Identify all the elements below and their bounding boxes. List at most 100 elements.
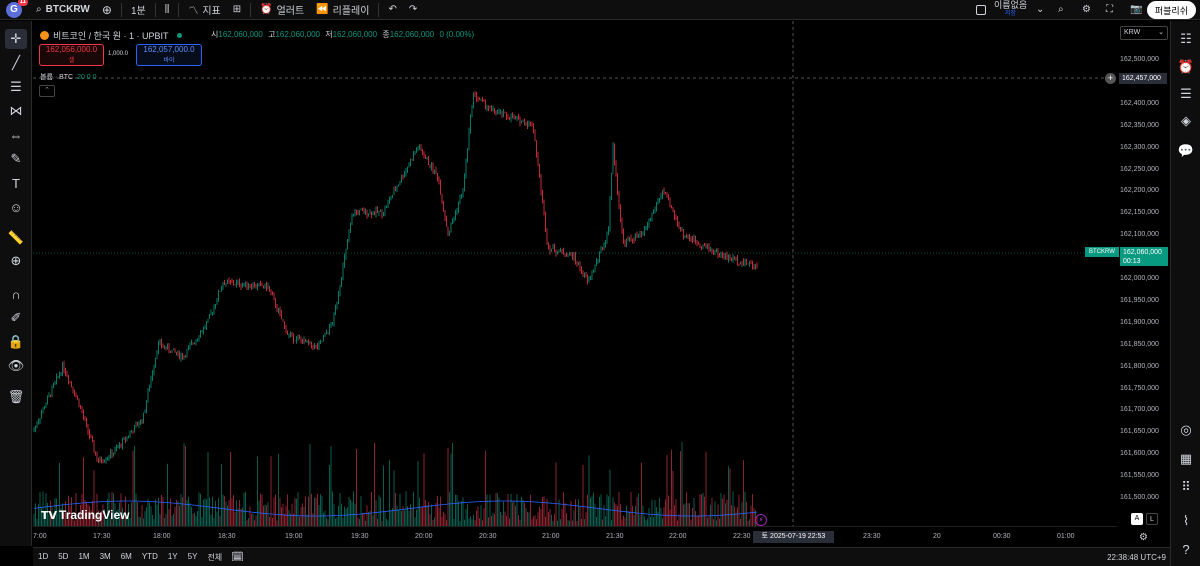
settings-gear-icon[interactable]: ⚙: [1139, 532, 1148, 543]
volume-bar: [612, 497, 614, 526]
crosshair-icon[interactable]: ✛: [5, 29, 27, 49]
emoji-icon[interactable]: ☺: [9, 199, 23, 215]
volume-bar: [497, 493, 498, 526]
volume-bar: [396, 505, 398, 526]
volume-bar: [59, 462, 60, 526]
volume-bar: [579, 506, 581, 526]
collapse-legend-button[interactable]: ⌃: [39, 85, 55, 97]
target-icon[interactable]: ◎: [1180, 422, 1192, 437]
volume-bar: [401, 511, 402, 526]
range-button[interactable]: 1D: [38, 551, 49, 561]
settings-button[interactable]: ⚙: [1076, 0, 1097, 20]
fib-retracement-icon[interactable]: ☰: [10, 79, 22, 94]
layouts-button[interactable]: ⊞: [227, 0, 247, 20]
log-scale-button[interactable]: L: [1146, 513, 1158, 525]
currency-select[interactable]: KRW ⌄: [1120, 26, 1168, 40]
range-button[interactable]: 1Y: [167, 551, 178, 561]
volume-bar: [393, 470, 395, 526]
fullscreen-button[interactable]: ⛶: [1100, 0, 1119, 20]
magnet-icon[interactable]: ∩: [11, 286, 21, 302]
redo-button[interactable]: ↷: [403, 0, 423, 20]
price-tick-label: 161,500,000: [1120, 494, 1159, 501]
price-scale[interactable]: 162,500,000162,450,000162,400,000162,350…: [1117, 21, 1170, 526]
lightning-icon[interactable]: ⚡: [755, 514, 767, 526]
chart-pane[interactable]: [33, 21, 1170, 546]
trend-line-icon[interactable]: ╱: [12, 55, 20, 70]
volume-bar: [482, 520, 483, 526]
range-button[interactable]: 6M: [120, 551, 132, 561]
help-icon[interactable]: ?: [1182, 541, 1190, 557]
volume-bar: [525, 507, 527, 526]
interval-button[interactable]: 1분: [130, 6, 146, 17]
text-icon[interactable]: T: [12, 175, 20, 191]
volume-bar: [132, 450, 134, 526]
stay-in-drawing-icon[interactable]: ✐: [10, 310, 22, 325]
price-tick-label: 161,850,000: [1120, 340, 1159, 348]
range-button[interactable]: 5D: [58, 551, 69, 561]
volume-bar: [266, 505, 267, 526]
trash-icon[interactable]: 🗑: [7, 389, 25, 404]
ruler-icon[interactable]: 📏: [7, 230, 25, 245]
alarm-clock-icon[interactable]: ⏰: [1177, 59, 1195, 74]
chart-type-button[interactable]: ⫼: [159, 0, 176, 20]
broadcast-icon[interactable]: ⌇: [1182, 513, 1190, 528]
volume-legend[interactable]: 볼륨 · BTC 20 0 0: [40, 72, 97, 82]
volume-bar: [620, 504, 621, 526]
calendar-icon[interactable]: ▦: [1179, 451, 1193, 466]
alert-button[interactable]: ⏰ 얼러트: [260, 4, 305, 17]
publish-button[interactable]: 퍼블리쉬: [1146, 1, 1196, 19]
zoom-in-icon[interactable]: ⊕: [10, 253, 22, 268]
volume-bar: [354, 503, 356, 526]
range-button[interactable]: 1M: [78, 551, 90, 561]
range-button[interactable]: 전체: [207, 552, 223, 562]
range-button[interactable]: 3M: [99, 551, 111, 561]
volume-bar: [296, 498, 297, 526]
layers-icon[interactable]: ◈: [1181, 113, 1191, 128]
pattern-icon[interactable]: ⋈: [9, 103, 23, 118]
volume-bar: [234, 512, 236, 526]
buy-button[interactable]: 162,057,000.0 바이: [136, 44, 202, 66]
volume-bar: [534, 515, 536, 526]
range-button[interactable]: YTD: [141, 551, 158, 561]
brush-icon[interactable]: ✎: [10, 151, 22, 166]
tradingview-watermark[interactable]: 𝗧𝗩 TradingView: [41, 508, 130, 522]
price-chart[interactable]: [33, 21, 1170, 546]
volume-bar: [164, 518, 165, 526]
clock-display[interactable]: 22:38:48 UTC+9: [1107, 552, 1166, 562]
volume-bar: [180, 494, 182, 526]
volume-bar: [623, 515, 624, 526]
prediction-icon[interactable]: ⇔: [9, 127, 23, 143]
date-range-button[interactable]: 🗓: [231, 552, 244, 563]
volume-bar: [116, 510, 117, 526]
time-scale[interactable]: 7:00 17:30 18:00 18:30 19:00 19:30 20:00 20:30 2…: [33, 526, 1117, 546]
symbol-search-button[interactable]: ⌕ BTCKRW: [36, 4, 90, 15]
undo-button[interactable]: ↶: [382, 0, 402, 20]
apps-icon[interactable]: ⠿: [1181, 479, 1191, 494]
chat-icon[interactable]: 💬: [1177, 143, 1195, 158]
replay-button[interactable]: ⏪ 리플레이: [316, 4, 370, 17]
layout-name-button[interactable]: 이름없음 저장: [994, 1, 1027, 19]
add-alert-plus-icon[interactable]: +: [1105, 73, 1116, 84]
volume-bar: [713, 519, 714, 526]
volume-bar: [254, 520, 255, 526]
volume-bar: [383, 465, 384, 526]
range-button[interactable]: 5Y: [187, 551, 198, 561]
auto-scale-button[interactable]: A: [1131, 513, 1143, 525]
symbol-legend[interactable]: 비트코인 / 한국 원 · 1 · UPBIT: [40, 29, 183, 42]
volume-bar: [402, 505, 404, 526]
user-avatar[interactable]: G 11: [6, 0, 28, 18]
eye-icon[interactable]: 👁: [7, 358, 25, 373]
sell-button[interactable]: 162,056,000.0 셀: [39, 44, 104, 66]
layout-menu-chevron[interactable]: ⌄: [1030, 0, 1050, 20]
volume-bar: [299, 516, 300, 526]
lock-icon[interactable]: 🔒: [7, 334, 25, 349]
details-icon[interactable]: ☰: [1180, 86, 1192, 101]
indicators-button[interactable]: 〽 지표: [182, 0, 226, 20]
snapshot-button[interactable]: 📷: [1124, 0, 1148, 20]
watchlist-icon[interactable]: ☷: [1180, 31, 1192, 46]
compare-symbol-button[interactable]: ⊕: [96, 0, 118, 20]
quick-search-button[interactable]: ⌕: [1052, 0, 1070, 20]
volume-bar: [569, 520, 570, 526]
volume-bar: [101, 511, 102, 526]
fullscreen-toggle[interactable]: [970, 0, 992, 20]
